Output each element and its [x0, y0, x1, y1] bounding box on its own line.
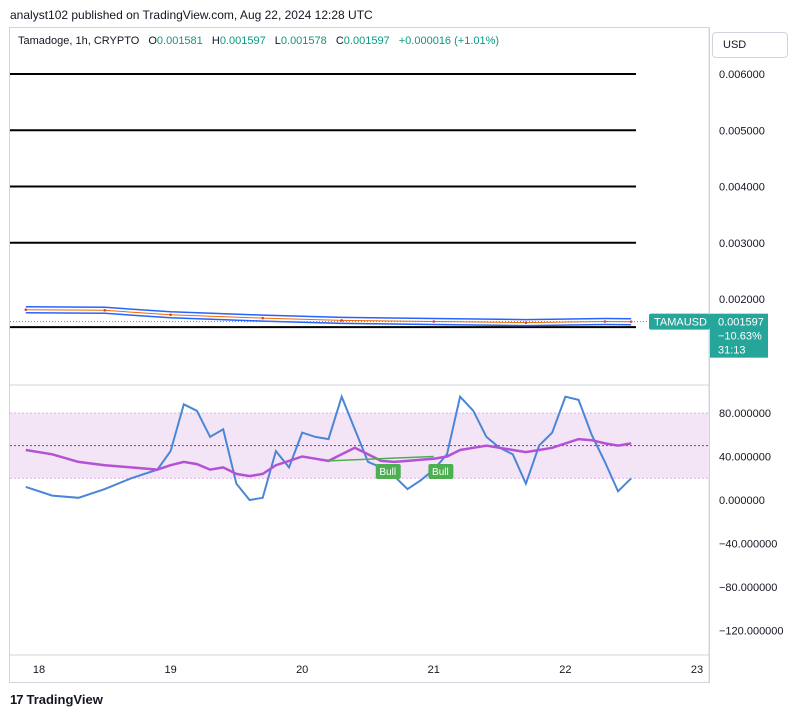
currency-button[interactable]: USD: [712, 32, 788, 58]
time-axis-tick: 20: [296, 664, 308, 676]
upper-band-line: [25, 305, 632, 321]
stoch-k-line: [25, 393, 632, 502]
price-axis-tick: 0.002000: [719, 294, 765, 306]
price-badge-countdown: 31:13: [718, 345, 746, 357]
tradingview-logo-icon: 17: [10, 692, 24, 707]
oscillator-axis-tick: 40.000000: [719, 452, 771, 464]
time-axis-tick: 23: [691, 664, 703, 676]
low-label: L: [274, 35, 281, 47]
oscillator-axis-tick: −40.000000: [719, 539, 777, 551]
stoch-d-line: [25, 437, 632, 478]
ticker-label: TAMAUSD: [654, 317, 707, 329]
price-point: [24, 308, 28, 311]
middle-band-line: [25, 309, 632, 324]
publisher-line: analyst102 published on TradingView.com,…: [10, 8, 373, 22]
open-value: 0.001581: [156, 35, 203, 47]
bull-label-box: [375, 464, 401, 479]
oscillator-axis-tick: 0.000000: [719, 495, 765, 507]
high-label: H: [211, 35, 220, 47]
time-axis-tick: 18: [33, 664, 45, 676]
bull-label-box: [428, 464, 454, 479]
tradingview-brand-text: TradingView: [26, 692, 103, 707]
low-value: 0.001578: [280, 35, 327, 47]
price-badge: [710, 313, 768, 358]
price-axis-tick: 0.006000: [719, 69, 765, 81]
bull-label: Bull: [432, 467, 449, 478]
price-point: [340, 319, 343, 322]
price-badge-change: −10.63%: [718, 331, 762, 343]
time-axis-tick: 19: [164, 664, 176, 676]
symbol-name: Tamadoge, 1h, CRYPTO: [18, 35, 140, 47]
time-axis-tick: 21: [428, 664, 440, 676]
lower-band-line: [25, 311, 632, 327]
open-label: O: [148, 35, 157, 47]
close-value: 0.001597: [343, 35, 390, 47]
price-axis-tick: 0.005000: [719, 125, 765, 137]
bull-label: Bull: [379, 467, 396, 478]
price-badge-value: 0.001597: [718, 317, 764, 329]
symbol-legend: Tamadoge, 1h, CRYPTO O0.001581 H0.001597…: [18, 35, 499, 47]
price-axis-tick: 0.004000: [719, 182, 765, 194]
divergence-line: [328, 455, 434, 462]
close-label: C: [335, 35, 344, 47]
oscillator-axis-tick: −120.000000: [719, 626, 784, 638]
tradingview-logo[interactable]: 17 TradingView: [10, 692, 103, 707]
price-point: [169, 313, 172, 317]
ticker-badge: [649, 313, 710, 330]
high-value: 0.001597: [219, 35, 266, 47]
oscillator-axis-tick: 80.000000: [719, 408, 771, 420]
change-value: +0.000016 (+1.01%): [398, 35, 500, 47]
price-axis-tick: 0.003000: [719, 238, 765, 250]
time-axis-tick: 22: [559, 664, 571, 676]
price-point: [103, 308, 107, 312]
oscillator-axis-tick: −80.000000: [719, 582, 777, 594]
price-point: [261, 316, 265, 320]
